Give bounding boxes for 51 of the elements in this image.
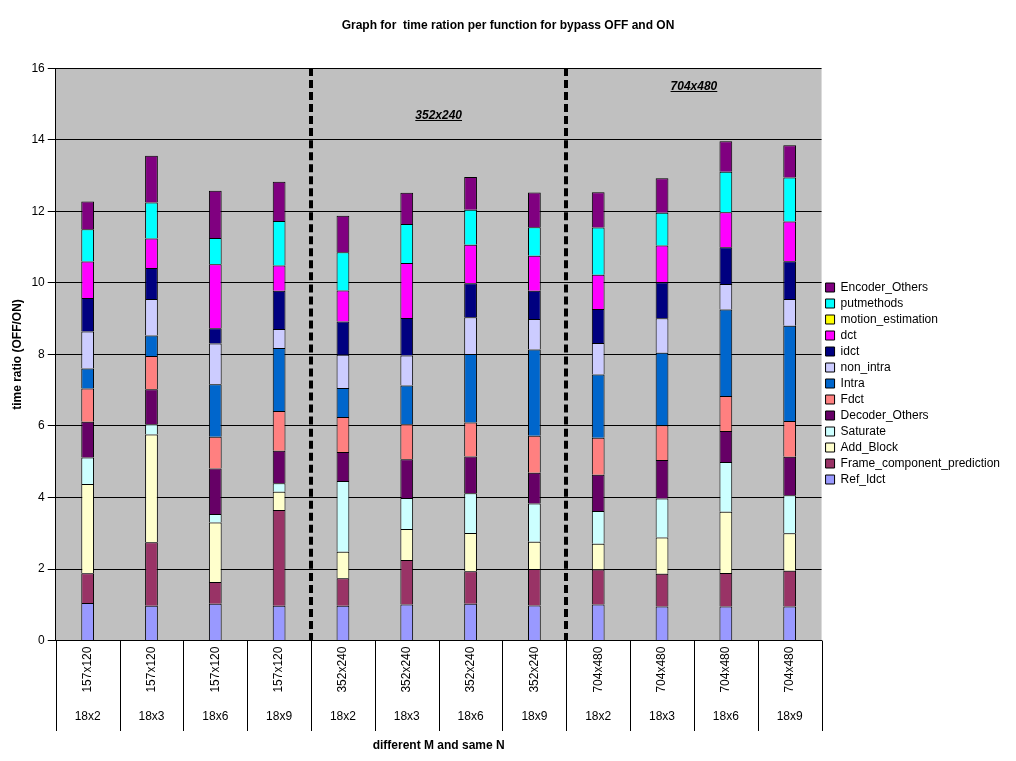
x-axis-title: different M and same N <box>372 738 505 753</box>
legend-label: non_intra <box>840 359 891 374</box>
text: 18x9 <box>776 709 803 724</box>
text: 18x6 <box>457 709 484 724</box>
legend-label: Decoder_Others <box>840 407 929 422</box>
legend-label: Add_Block <box>840 439 899 454</box>
x-tick-label: 704x480 <box>718 646 733 693</box>
y-tick-label: 2 <box>38 561 46 576</box>
legend-label: dct <box>840 327 858 342</box>
x-tick-label: 352x240 <box>526 646 541 693</box>
x-tick-label: 157x120 <box>143 646 158 693</box>
y-tick-label: 6 <box>38 418 46 433</box>
text: 18x9 <box>266 709 293 724</box>
text: 18x3 <box>138 709 165 724</box>
text: 18x3 <box>393 709 421 724</box>
legend-label: idct <box>840 343 860 358</box>
text: 18x3 <box>649 709 676 724</box>
y-tick-label: 0 <box>38 632 46 647</box>
x-tick-label: 352x240 <box>335 646 350 693</box>
y-axis-title: time ratio (OFF/ON) <box>9 299 24 410</box>
text: 18x6 <box>202 709 229 724</box>
legend-label: Intra <box>840 375 865 390</box>
x-tick-label: 704x480 <box>590 646 605 693</box>
text: 18x9 <box>521 709 548 724</box>
legend-label: putmethods <box>840 295 904 310</box>
chart-title: Graph for time ration per function for bypass OFF and ON <box>341 17 675 32</box>
legend-label: Fdct <box>840 391 865 406</box>
text: 18x6 <box>712 709 740 724</box>
y-tick-label: 10 <box>31 275 46 290</box>
legend-label: motion_estimation <box>840 311 938 326</box>
x-tick-label: 352x240 <box>399 646 414 693</box>
annotation: 704x480 <box>670 79 718 94</box>
annotation: 352x240 <box>415 107 463 122</box>
x-tick-label: 704x480 <box>781 646 796 693</box>
y-tick-label: 4 <box>38 489 46 504</box>
y-tick-label: 12 <box>31 203 46 218</box>
y-tick-label: 8 <box>38 346 46 361</box>
legend-label: Frame_component_prediction <box>840 455 1000 470</box>
text: 18x2 <box>585 709 612 724</box>
x-tick-label: 157x120 <box>271 646 286 693</box>
text: 18x2 <box>74 709 101 724</box>
x-tick-label: 704x480 <box>654 646 669 693</box>
x-tick-label: 157x120 <box>207 646 222 693</box>
legend-label: Ref_Idct <box>840 471 886 486</box>
y-tick-label: 16 <box>31 60 46 75</box>
x-tick-label: 352x240 <box>462 646 477 693</box>
legend-label: Encoder_Others <box>840 279 928 294</box>
legend-label: Saturate <box>840 423 887 438</box>
text: 18x2 <box>329 709 357 724</box>
y-tick-label: 14 <box>31 132 46 147</box>
x-tick-label: 157x120 <box>79 646 94 693</box>
